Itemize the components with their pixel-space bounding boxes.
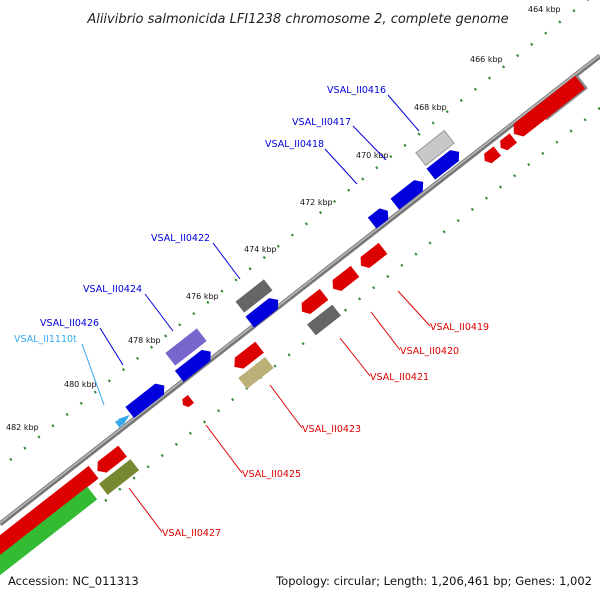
scale-label: 470 kbp [356, 151, 389, 160]
gene-VSAL_II0423[interactable] [230, 341, 264, 373]
gene-VSAL_II0424b[interactable] [174, 346, 215, 382]
gene-label[interactable]: VSAL_II0426 [40, 318, 99, 329]
gene-label[interactable]: VSAL_II0424 [83, 284, 142, 295]
scale-label: 466 kbp [470, 55, 503, 64]
gene-label[interactable]: VSAL_II0416 [327, 85, 386, 96]
gene-VSAL_II0417[interactable] [426, 146, 464, 180]
scale-label: 478 kbp [128, 336, 161, 345]
gene-VSAL_II0422[interactable] [245, 294, 283, 328]
gene-VSAL_II0427b[interactable] [98, 459, 140, 495]
gene-VSAL_II1110t[interactable] [114, 412, 133, 428]
chromosome-backbone [0, 54, 600, 526]
gene-label[interactable]: VSAL_II1110t [14, 334, 77, 345]
accession-label: Accession: NC_011313 [8, 574, 139, 588]
scale-label: 474 kbp [244, 245, 277, 254]
scale-label: 476 kbp [186, 292, 219, 301]
gene-VSAL_II0423b[interactable] [238, 357, 274, 389]
topology-summary: Topology: circular; Length: 1,206,461 bp… [275, 574, 592, 588]
gene-VSAL_II0426[interactable] [125, 380, 168, 419]
gene-small-fwd[interactable] [367, 205, 392, 229]
gene-label[interactable]: VSAL_II0418 [265, 139, 324, 150]
gene-label[interactable]: VSAL_II0422 [151, 233, 210, 244]
gene-VSAL_II0416[interactable] [415, 129, 455, 167]
gene-VSAL_II0424[interactable] [165, 328, 207, 366]
gene-VSAL_II0421[interactable] [307, 304, 341, 336]
gene-rrna-red[interactable] [0, 465, 99, 564]
gene-VSAL_II0422-gray[interactable] [235, 279, 273, 313]
gene-label[interactable]: VSAL_II0421 [370, 372, 429, 383]
gene-label[interactable]: VSAL_II0420 [400, 346, 459, 357]
gene-label[interactable]: VSAL_II0423 [302, 424, 361, 435]
reverse-strand-features [0, 75, 586, 583]
scale-label: 482 kbp [6, 423, 39, 432]
scale-labels: 464 kbp 466 kbp 468 kbp 470 kbp 472 kbp … [6, 5, 561, 432]
gene-label[interactable]: VSAL_II0417 [292, 117, 351, 128]
gene-rrna-green[interactable] [0, 486, 98, 583]
gene-VSAL_II0427a[interactable] [93, 445, 127, 477]
map-title: Aliivibrio salmonicida LFI1238 chromosom… [86, 12, 508, 27]
gene-label[interactable]: VSAL_II0419 [430, 322, 489, 333]
gene-VSAL_II0425[interactable] [180, 394, 195, 409]
gene-label[interactable]: VSAL_II0427 [162, 528, 221, 539]
scale-label: 480 kbp [64, 380, 97, 389]
gene-VSAL_II0420b[interactable] [298, 288, 329, 317]
gene-VSAL_II0418[interactable] [390, 176, 428, 210]
gene-label[interactable]: VSAL_II0425 [242, 469, 301, 480]
gene-VSAL_II0420[interactable] [329, 265, 360, 294]
scale-label: 472 kbp [300, 198, 333, 207]
gene-labels: VSAL_II0416 VSAL_II0417 VSAL_II0418 VSAL… [14, 85, 489, 539]
gene-VSAL_II0419[interactable] [357, 242, 388, 271]
scale-label: 468 kbp [414, 103, 447, 112]
scale-label: 464 kbp [528, 5, 561, 14]
inner-dotted-track [99, 107, 600, 506]
label-leaders [81, 94, 431, 533]
